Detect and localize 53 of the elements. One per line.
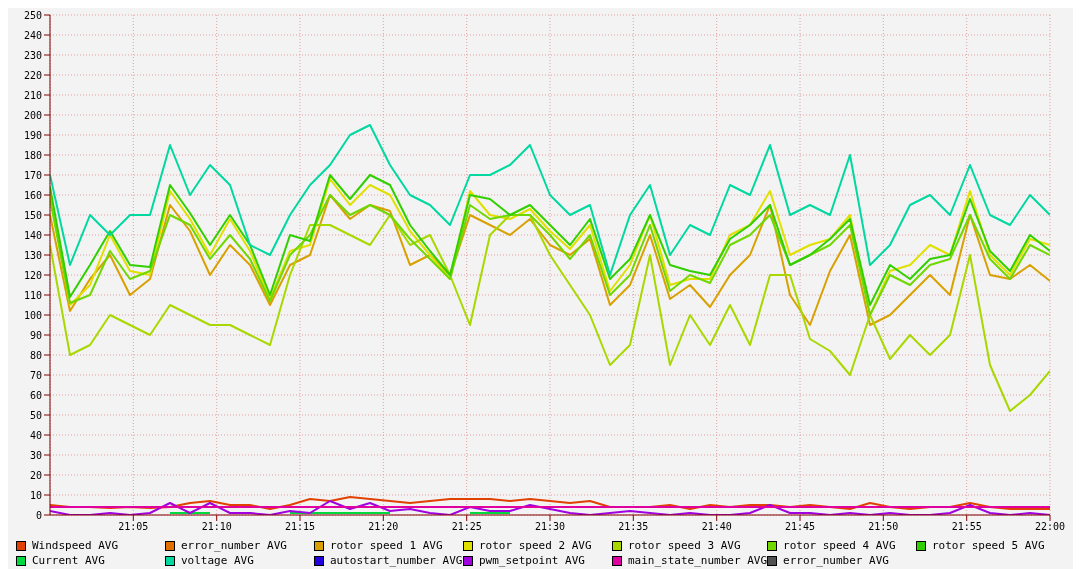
y-tick-label: 210 xyxy=(23,89,42,101)
y-tick-label: 10 xyxy=(29,489,42,501)
legend-label: Windspeed AVG xyxy=(32,539,119,552)
x-tick-label: 21:15 xyxy=(284,521,316,533)
y-tick-label: 250 xyxy=(23,9,42,21)
line-series xyxy=(50,124,1050,276)
y-tick-label: 40 xyxy=(29,429,42,441)
y-tick-label: 0 xyxy=(35,509,42,521)
legend-label: error_number AVG xyxy=(180,539,287,552)
y-tick-label: 70 xyxy=(29,369,42,381)
y-tick-label: 200 xyxy=(23,109,42,121)
y-tick-label: 150 xyxy=(23,209,42,221)
y-tick-label: 60 xyxy=(29,389,42,401)
y-tick-label: 170 xyxy=(23,169,42,181)
y-tick-label: 160 xyxy=(23,189,42,201)
x-tick-label: 21:50 xyxy=(868,521,899,533)
y-tick-label: 20 xyxy=(29,469,42,481)
legend-label: rotor speed 4 AVG xyxy=(783,539,896,552)
y-tick-label: 50 xyxy=(29,409,42,421)
x-tick-label: 21:40 xyxy=(701,521,732,533)
y-tick-label: 30 xyxy=(29,449,42,461)
y-tick-label: 90 xyxy=(29,329,42,341)
line-series xyxy=(50,214,1050,412)
legend-label: voltage AVG xyxy=(180,554,254,567)
legend-label: pwm_setpoint AVG xyxy=(478,554,585,567)
x-tick-label: 21:55 xyxy=(951,521,982,533)
x-tick-label: 21:20 xyxy=(368,521,399,533)
y-tick-label: 140 xyxy=(23,229,42,241)
legend-label: rotor speed 1 AVG xyxy=(329,539,443,552)
y-tick-label: 240 xyxy=(23,29,42,41)
x-tick-label: 21:05 xyxy=(118,521,149,533)
legend-label: error_number AVG xyxy=(783,554,889,567)
x-tick-label: 21:10 xyxy=(201,521,232,533)
legend-label: rotor speed 3 AVG xyxy=(627,539,741,552)
y-tick-label: 190 xyxy=(23,129,42,141)
y-tick-label: 230 xyxy=(23,49,42,61)
x-tick-label: 22:00 xyxy=(1034,521,1066,533)
legend-label: rotor speed 5 AVG xyxy=(932,539,1045,552)
x-tick-label: 21:45 xyxy=(784,521,816,533)
x-tick-label: 21:30 xyxy=(534,521,566,533)
legend-label: autostart_number AVG xyxy=(329,554,463,567)
legend-label: rotor speed 2 AVG xyxy=(478,539,592,552)
legend-label: Current AVG xyxy=(32,554,105,567)
y-tick-label: 130 xyxy=(23,249,42,261)
y-tick-label: 180 xyxy=(23,149,42,161)
y-tick-label: 100 xyxy=(23,309,42,321)
x-tick-label: 21:25 xyxy=(451,521,482,533)
legend-label: main_state_number AVG xyxy=(627,554,768,567)
x-tick-label: 21:35 xyxy=(618,521,649,533)
y-tick-label: 220 xyxy=(23,69,42,81)
y-tick-label: 80 xyxy=(29,349,42,361)
y-tick-label: 120 xyxy=(23,269,42,281)
y-tick-label: 110 xyxy=(23,289,42,301)
